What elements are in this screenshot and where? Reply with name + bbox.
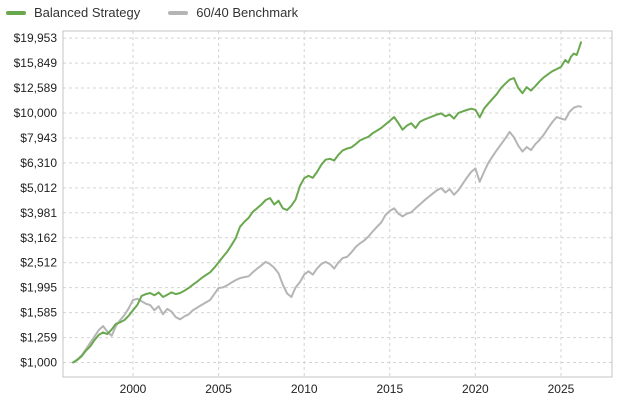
legend-swatch-6040-benchmark [168,11,189,15]
series-line-60-40-benchmark [72,105,582,364]
plot-area-border [62,30,613,378]
y-axis-tick-label: $5,012 [20,181,57,195]
legend-item-6040-benchmark: 60/40 Benchmark [168,4,298,22]
y-axis-tick-label: $15,849 [14,56,58,70]
series-line-balanced-strategy [72,41,582,364]
y-axis-tick-label: $3,981 [20,206,57,220]
y-axis-tick-label: $1,995 [20,281,57,295]
x-axis-tick-label: 2025 [548,382,575,396]
y-axis-tick-label: $12,589 [14,81,58,95]
x-axis-tick-label: 2010 [291,382,318,396]
y-axis-tick-label: $1,259 [20,331,57,345]
legend-label-balanced-strategy: Balanced Strategy [34,5,141,20]
y-axis-tick-label: $19,953 [14,31,58,45]
y-axis-tick-label: $6,310 [20,156,57,170]
x-axis-tick-label: 2015 [376,382,403,396]
y-axis-tick-label: $3,162 [20,231,57,245]
x-axis-tick-label: 2020 [462,382,489,396]
legend-swatch-balanced-strategy [6,11,26,15]
y-axis-tick-label: $10,000 [14,106,58,120]
x-axis-tick-label: 2000 [120,382,147,396]
chart-legend: Balanced Strategy 60/40 Benchmark [6,4,298,22]
y-axis-tick-label: $1,000 [20,356,57,370]
y-axis-tick-label: $1,585 [20,306,57,320]
y-axis-tick-label: $2,512 [20,256,57,270]
x-axis-tick-label: 2005 [205,382,232,396]
legend-item-balanced-strategy: Balanced Strategy [6,4,140,22]
y-axis-tick-label: $7,943 [20,131,57,145]
legend-label-6040-benchmark: 60/40 Benchmark [196,5,299,20]
